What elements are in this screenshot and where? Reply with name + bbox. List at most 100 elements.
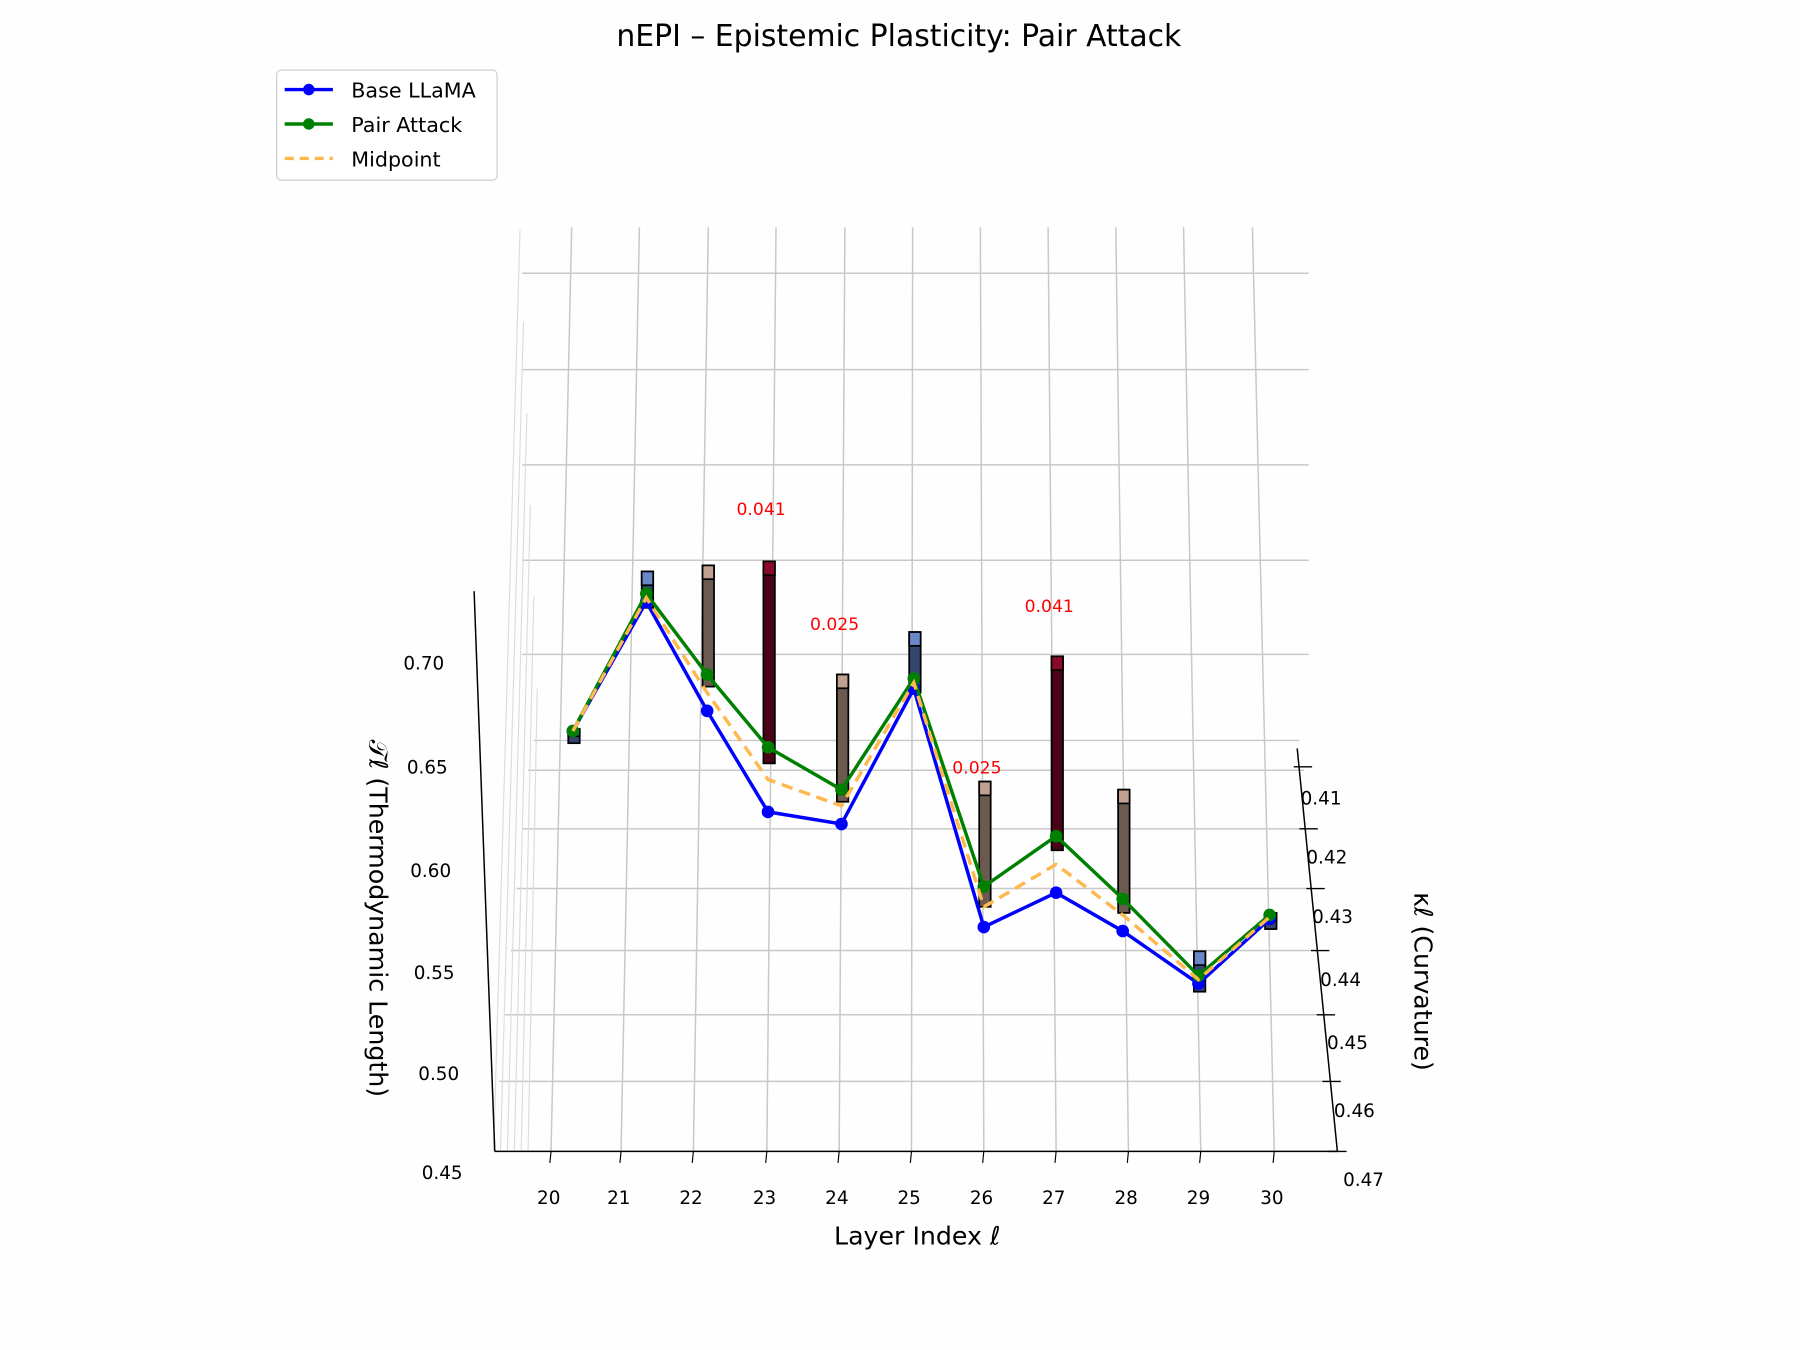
- bar-body: [762, 560, 776, 765]
- legend: Base LLaMA Pair Attack Midpoint: [276, 69, 498, 181]
- x-tick-label: 24: [825, 1188, 848, 1209]
- bar-cap: [701, 564, 715, 581]
- bar-cap: [640, 570, 655, 587]
- annotation-label: 0.041: [736, 500, 785, 520]
- y-tick-label: 0.41: [1301, 789, 1342, 810]
- grid-line: [527, 688, 538, 1152]
- z-tick-label: 0.50: [418, 1064, 459, 1085]
- x-tick: [1054, 1151, 1057, 1163]
- legend-marker: [303, 83, 315, 96]
- bar-23: [762, 560, 776, 765]
- y-tick-label: 0.47: [1343, 1170, 1384, 1191]
- data-point: [639, 587, 653, 600]
- bar-cap: [1117, 788, 1131, 805]
- data-point: [977, 880, 991, 893]
- x-tick: [619, 1151, 622, 1163]
- bar-cap: [1193, 950, 1207, 966]
- legend-label: Midpoint: [351, 147, 440, 171]
- data-point: [761, 805, 775, 819]
- x-tick-label: 27: [1042, 1188, 1065, 1209]
- z-tick-label: 0.70: [403, 653, 444, 674]
- x-tick: [549, 1151, 552, 1163]
- z-axis-label: 𝒯ℓ (Thermodynamic Length): [364, 740, 393, 1098]
- x-tick: [765, 1151, 768, 1163]
- grid-line: [1115, 227, 1130, 1152]
- grid-line: [1251, 227, 1275, 1152]
- axes: 0.45 0.50 0.55 0.60 0.65 0.70 0.41 0.42 0.43 0.44…: [403, 591, 1384, 1209]
- x-tick-label: 25: [897, 1188, 920, 1209]
- z-tick-label: 0.55: [414, 963, 455, 984]
- annotation-label: 0.025: [810, 615, 859, 635]
- data-point: [835, 817, 848, 831]
- z-tick-label: 0.45: [422, 1163, 463, 1184]
- x-axis-label: Layer Index ℓ: [834, 1221, 1000, 1250]
- legend-entry-base: Base LLaMA: [284, 79, 476, 103]
- legend-label: Base LLaMA: [351, 79, 476, 103]
- data-point: [1116, 892, 1130, 906]
- data-point: [977, 920, 991, 934]
- series-midpoint: [571, 594, 1271, 982]
- data-point: [907, 672, 921, 685]
- bars: [567, 560, 1278, 993]
- bar-cap: [762, 560, 776, 576]
- x-tick-label: 29: [1187, 1188, 1210, 1209]
- grid-line: [620, 227, 641, 1152]
- grid-line: [979, 227, 985, 1152]
- grid-line: [493, 229, 521, 1152]
- legend-marker: [303, 118, 315, 130]
- bar-cap: [978, 780, 992, 797]
- y-tick-label: 0.43: [1312, 907, 1353, 928]
- x-tick-label: 20: [537, 1188, 560, 1209]
- x-tick: [1199, 1151, 1202, 1163]
- grid-line: [692, 227, 710, 1152]
- x-tick-label: 23: [753, 1188, 776, 1209]
- bar-cap: [908, 631, 922, 647]
- grid-line: [506, 413, 528, 1152]
- legend-entry-midpoint: Midpoint: [284, 147, 441, 171]
- x-tick: [691, 1151, 694, 1163]
- bar-body: [1050, 655, 1064, 852]
- x-tick-label: 22: [679, 1188, 702, 1209]
- data-point: [1049, 886, 1063, 900]
- x-tick: [909, 1151, 913, 1163]
- x-tick-label: 26: [970, 1188, 993, 1209]
- y-tick-label: 0.45: [1327, 1033, 1368, 1054]
- legend-entry-pair: Pair Attack: [284, 113, 462, 137]
- bar-cap: [1050, 655, 1064, 671]
- data-point: [1049, 829, 1063, 843]
- x-tick-label: 21: [607, 1188, 630, 1209]
- x-tick: [837, 1151, 840, 1163]
- z-axis-line: [473, 591, 496, 1152]
- bar-24: [836, 673, 850, 803]
- bar-28: [1117, 788, 1131, 914]
- grid-line: [499, 321, 525, 1152]
- annotations: 0.041 0.025 0.025 0.041: [736, 500, 1073, 779]
- bar-22: [701, 564, 715, 688]
- series-lines: [566, 587, 1276, 990]
- x-tick: [1126, 1151, 1130, 1163]
- data-point: [761, 740, 775, 754]
- chart-title: nEPI – Epistemic Plasticity: Pair Attack: [616, 19, 1182, 54]
- grid-line: [513, 505, 531, 1152]
- y-axis-label: κℓ (Curvature): [1408, 892, 1437, 1071]
- x-tick-label: 28: [1114, 1188, 1137, 1209]
- x-tick: [982, 1151, 985, 1163]
- bar-cap: [836, 673, 850, 690]
- data-point: [700, 704, 714, 718]
- x-tick-label: 30: [1260, 1188, 1283, 1209]
- data-point: [700, 668, 714, 681]
- data-point: [1116, 924, 1130, 938]
- grid-line: [550, 227, 573, 1152]
- y-tick-label: 0.46: [1334, 1101, 1375, 1122]
- data-point: [835, 783, 848, 796]
- bar-27: [1050, 655, 1064, 852]
- annotation-label: 0.041: [1025, 597, 1074, 617]
- y-tick-label: 0.42: [1306, 847, 1347, 868]
- z-tick-label: 0.65: [407, 758, 448, 779]
- grid-line: [520, 596, 535, 1152]
- grid-line: [1182, 227, 1202, 1152]
- series-line: [571, 594, 1271, 982]
- legend-label: Pair Attack: [351, 113, 462, 137]
